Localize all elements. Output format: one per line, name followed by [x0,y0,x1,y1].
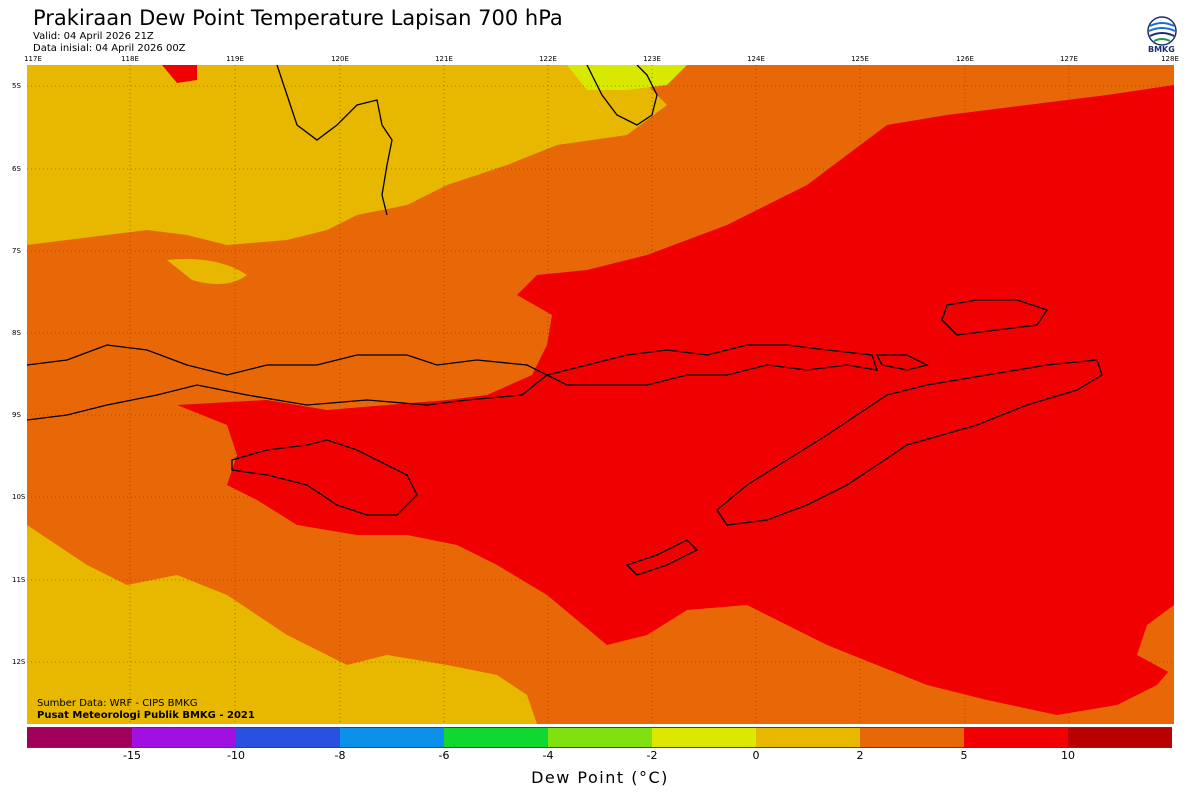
colorbar-swatch [236,727,340,748]
coastlines [27,65,1103,576]
yellow-zone-north [27,65,667,245]
coast-wetar [941,299,1049,336]
colorbar-unit-label: Dew Point (°C) [531,768,669,787]
colorbar-swatch [964,727,1068,748]
colorbar-swatch [1068,727,1172,748]
colorbar-swatch [756,727,860,748]
colorbar-tick: 5 [960,749,968,762]
yellow-zone-south [27,525,537,724]
colorbar-swatch [444,727,548,748]
lat-label: 6S [12,165,21,173]
lon-label: 122E [539,55,557,63]
lon-label: 126E [956,55,974,63]
lat-label: 5S [12,82,21,90]
init-time: Data inisial: 04 April 2026 00Z [33,43,186,54]
colorbar-tick: -10 [227,749,245,762]
lon-label: 124E [747,55,765,63]
coast-timor [716,359,1103,526]
lon-label: 118E [121,55,139,63]
lat-label: 12S [12,658,26,666]
lon-label: 125E [851,55,869,63]
colorbar-swatch [548,727,652,748]
coast-flores [546,344,878,386]
coast-buton [586,65,658,126]
colorbar-tick: 2 [856,749,864,762]
colorbar-tick: -4 [542,749,554,762]
lat-label: 7S [12,247,21,255]
lon-label: 128E [1161,55,1179,63]
colorbar-swatch [132,727,236,748]
colorbar-tick: -15 [123,749,141,762]
red-patch-nw [162,65,197,83]
yellow-blob [167,259,247,284]
org-credit: Pusat Meteorologi Publik BMKG - 2021 [37,710,255,721]
lon-label: 121E [435,55,453,63]
valid-time: Valid: 04 April 2026 21Z [33,31,154,42]
colorbar-swatch [340,727,444,748]
colorbar-tick: 0 [752,749,760,762]
lon-label: 120E [331,55,349,63]
colorbar-tick: 10 [1061,749,1075,762]
coast-sumbawa-lombok [27,344,549,421]
coast-sulawesi-south [276,65,393,216]
data-source-credit: Sumber Data: WRF - CIPS BMKG [37,698,198,709]
lat-label: 11S [12,576,26,584]
colorbar-swatch [860,727,964,748]
colorbar-tick: -2 [646,749,658,762]
colorbar-tick: -8 [334,749,346,762]
colorbar-tick: -6 [438,749,450,762]
bmkg-logo-icon [1147,16,1177,46]
lon-label: 127E [1060,55,1078,63]
lat-label: 9S [12,411,21,419]
lat-label: 10S [12,493,26,501]
lat-label: 8S [12,329,21,337]
page-title: Prakiraan Dew Point Temperature Lapisan … [33,6,563,30]
orange-bump-se [1137,605,1174,675]
logo-text: BMKG [1148,45,1175,54]
red-region [177,85,1174,715]
dewpoint-map [27,65,1174,724]
coast-rote-savu [625,539,699,576]
colorbar-swatch [652,727,756,748]
lon-label: 117E [24,55,42,63]
colorbar-swatch [27,727,132,748]
lon-label: 119E [226,55,244,63]
coast-alor [875,354,929,371]
lon-label: 123E [643,55,661,63]
coast-sumba [231,439,418,516]
